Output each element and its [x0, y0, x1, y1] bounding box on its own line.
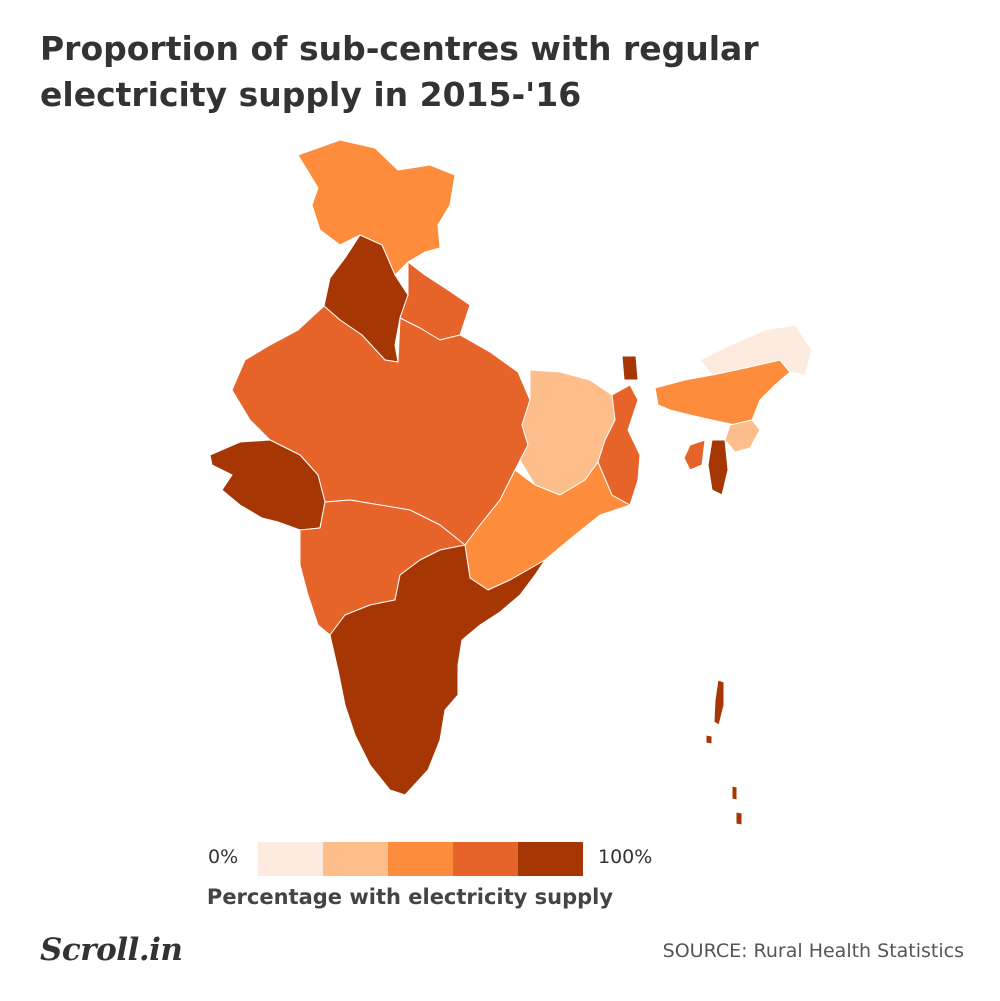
legend-min-label: 0% [208, 846, 239, 868]
legend: 0% 100% [0, 838, 1000, 878]
source-note: SOURCE: Rural Health Statistics [662, 940, 964, 962]
legend-bin-0 [258, 842, 323, 876]
legend-bin-3 [453, 842, 518, 876]
region-south [329, 544, 546, 796]
legend-title: Percentage with electricity supply [206, 885, 614, 909]
region-arunachal [699, 324, 813, 376]
region-north-jk [297, 139, 456, 276]
legend-bin-1 [323, 842, 388, 876]
region-manipur [707, 439, 729, 496]
region-tripura [683, 439, 706, 471]
region-odisha-chhattisgarh [464, 461, 631, 591]
legend-max-label: 100% [598, 846, 653, 868]
region-west-bengal [597, 384, 641, 506]
legend-color-scale [258, 842, 583, 876]
region-mizoram [724, 419, 761, 453]
legend-bin-4 [518, 842, 583, 876]
region-andaman [705, 679, 743, 826]
legend-bin-2 [388, 842, 453, 876]
chart-title: Proportion of sub-centres with regular e… [40, 29, 759, 114]
scroll-logo: Scroll.in [40, 932, 183, 968]
region-sikkim [621, 355, 639, 381]
